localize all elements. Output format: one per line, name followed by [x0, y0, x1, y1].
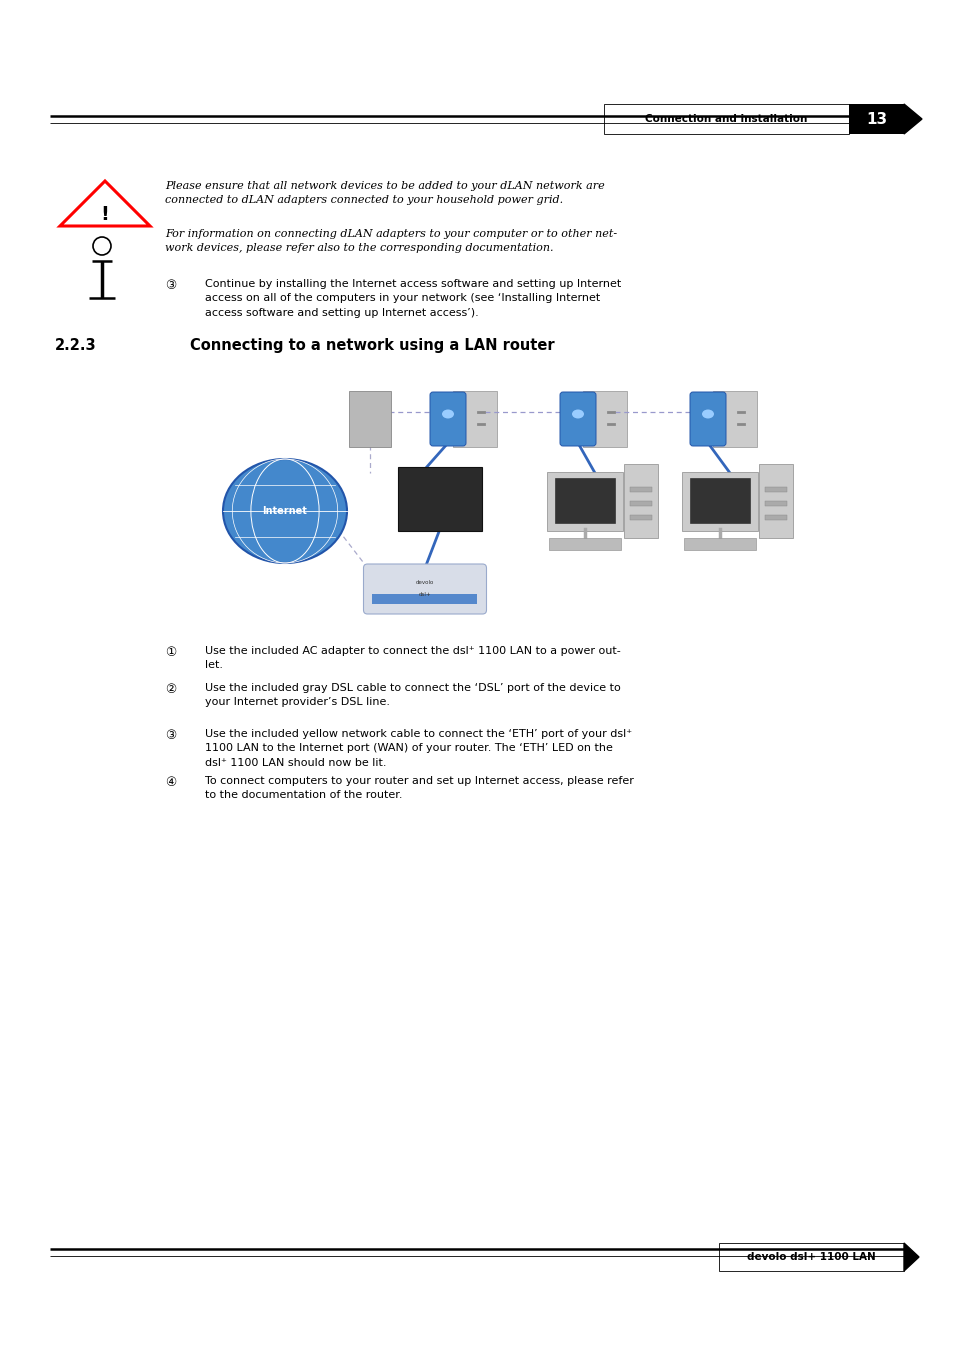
Text: Use the included yellow network cable to connect the ‘ETH’ port of your dsl⁺
110: Use the included yellow network cable to…	[205, 730, 632, 767]
Text: ③: ③	[165, 730, 176, 742]
FancyBboxPatch shape	[603, 104, 848, 134]
Text: ④: ④	[165, 775, 176, 789]
FancyBboxPatch shape	[681, 471, 758, 531]
FancyBboxPatch shape	[548, 538, 620, 550]
Text: ②: ②	[165, 684, 176, 696]
Text: ③: ③	[165, 280, 176, 292]
FancyBboxPatch shape	[629, 515, 651, 520]
Text: Connecting to a network using a LAN router: Connecting to a network using a LAN rout…	[190, 338, 554, 353]
Polygon shape	[60, 181, 150, 226]
FancyBboxPatch shape	[689, 392, 725, 446]
FancyBboxPatch shape	[363, 563, 486, 613]
Text: Use the included gray DSL cable to connect the ‘DSL’ port of the device to
your : Use the included gray DSL cable to conne…	[205, 684, 620, 708]
FancyBboxPatch shape	[848, 104, 903, 134]
Text: 2.2.3: 2.2.3	[55, 338, 96, 353]
FancyBboxPatch shape	[623, 463, 658, 538]
FancyBboxPatch shape	[683, 538, 755, 550]
Text: Connection and installation: Connection and installation	[644, 113, 807, 124]
Text: Internet: Internet	[262, 507, 307, 516]
FancyBboxPatch shape	[759, 463, 792, 538]
FancyBboxPatch shape	[546, 471, 622, 531]
Circle shape	[92, 236, 111, 255]
Text: To connect computers to your router and set up Internet access, please refer
to : To connect computers to your router and …	[205, 775, 633, 800]
FancyBboxPatch shape	[764, 486, 786, 492]
Text: Continue by installing the Internet access software and setting up Internet
acce: Continue by installing the Internet acce…	[205, 280, 620, 317]
FancyBboxPatch shape	[349, 390, 391, 447]
Ellipse shape	[701, 409, 713, 419]
Polygon shape	[903, 1243, 918, 1271]
FancyBboxPatch shape	[629, 486, 651, 492]
Text: !: !	[100, 204, 110, 223]
FancyBboxPatch shape	[689, 477, 749, 523]
Ellipse shape	[441, 409, 454, 419]
Text: devolo: devolo	[416, 581, 434, 585]
Text: For information on connecting dLAN adapters to your computer or to other net-
wo: For information on connecting dLAN adapt…	[165, 230, 617, 254]
Text: Use the included AC adapter to connect the dsl⁺ 1100 LAN to a power out-
let.: Use the included AC adapter to connect t…	[205, 646, 620, 670]
FancyBboxPatch shape	[559, 392, 596, 446]
FancyBboxPatch shape	[372, 594, 477, 604]
Text: ①: ①	[165, 646, 176, 659]
Ellipse shape	[223, 459, 347, 563]
FancyBboxPatch shape	[555, 477, 615, 523]
FancyBboxPatch shape	[712, 390, 757, 447]
Ellipse shape	[572, 409, 583, 419]
FancyBboxPatch shape	[764, 501, 786, 507]
Text: 13: 13	[865, 112, 886, 127]
Text: dsl+: dsl+	[418, 593, 431, 597]
FancyBboxPatch shape	[629, 501, 651, 507]
Text: Please ensure that all network devices to be added to your dLAN network are
conn: Please ensure that all network devices t…	[165, 181, 604, 205]
FancyBboxPatch shape	[453, 390, 497, 447]
Polygon shape	[903, 104, 921, 134]
FancyBboxPatch shape	[582, 390, 626, 447]
FancyBboxPatch shape	[397, 467, 481, 531]
FancyBboxPatch shape	[430, 392, 465, 446]
FancyBboxPatch shape	[764, 515, 786, 520]
FancyBboxPatch shape	[719, 1243, 903, 1271]
Text: devolo dsl+ 1100 LAN: devolo dsl+ 1100 LAN	[746, 1252, 875, 1262]
